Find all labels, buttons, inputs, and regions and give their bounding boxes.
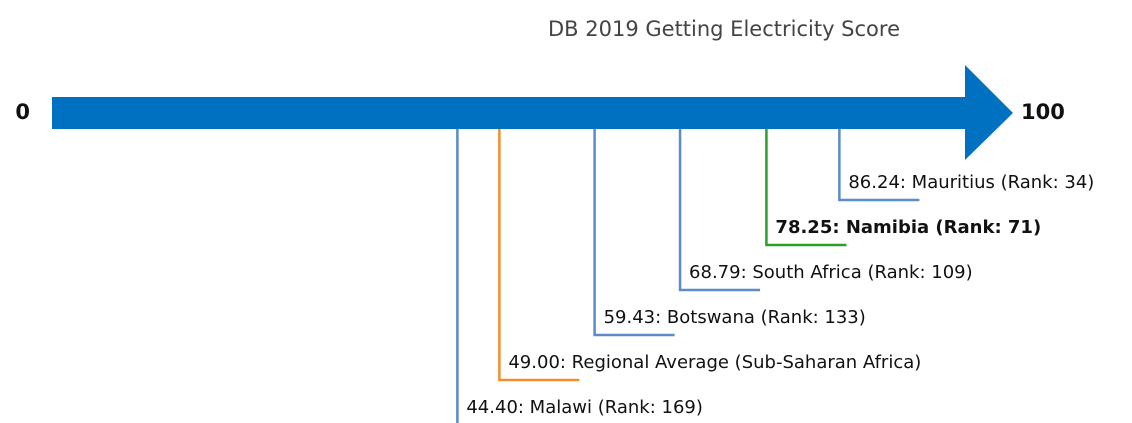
data-label: 44.40: Malawi (Rank: 169) (466, 397, 703, 418)
data-label: 59.43: Botswana (Rank: 133) (604, 307, 866, 328)
x-tick-label: 0 (15, 100, 30, 124)
marker-line (765, 129, 847, 247)
marker-line (593, 129, 675, 337)
marker-line (456, 129, 459, 423)
x-tick-label: 100 (1021, 100, 1065, 124)
marker-line (498, 129, 580, 382)
data-label: 86.24: Mauritius (Rank: 34) (848, 172, 1094, 193)
marker-line (678, 129, 761, 292)
marker-line (838, 129, 920, 202)
data-label: 78.25: Namibia (Rank: 71) (775, 217, 1041, 238)
data-label: 68.79: South Africa (Rank: 109) (689, 262, 973, 283)
chart-title: DB 2019 Getting Electricity Score (548, 17, 900, 41)
axis-arrow (52, 65, 1013, 160)
data-label: 49.00: Regional Average (Sub-Saharan Afr… (508, 352, 921, 373)
